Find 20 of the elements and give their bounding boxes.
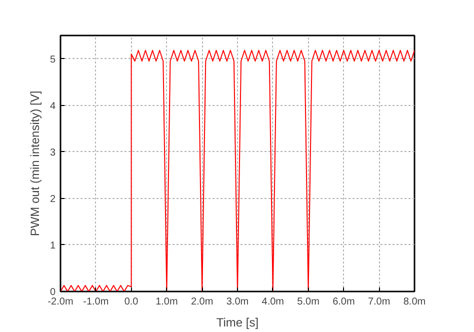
x-tick-label: 2.0m xyxy=(190,296,214,308)
x-tick-label: 7.0m xyxy=(368,296,390,308)
y-tick-label: 1 xyxy=(50,240,56,252)
y-tick-label: 0 xyxy=(50,287,56,298)
x-tick-label: 1.0m xyxy=(156,296,178,308)
x-tick-label: 6.0m xyxy=(332,296,355,308)
y-tick-label: 3 xyxy=(50,147,56,158)
x-tick-label: 4.0m xyxy=(262,296,284,308)
x-axis-title: Time [s] xyxy=(216,316,259,330)
x-tick-label: -2.0m xyxy=(48,296,74,308)
line-series xyxy=(60,50,414,292)
y-tick-label: 4 xyxy=(50,100,56,112)
x-tick-label: 5.0m xyxy=(297,296,320,308)
y-tick-label: 2 xyxy=(50,194,56,205)
y-axis-title: PWM out (min intensity) [V] xyxy=(28,90,42,236)
x-tick-label: -1.0m xyxy=(83,296,109,308)
x-tick-label: 3.0m xyxy=(226,296,249,308)
x-tick-label: 8.0m xyxy=(403,296,426,308)
x-tick-label: 0.0 xyxy=(124,296,139,308)
y-tick-label: 5 xyxy=(50,54,56,66)
